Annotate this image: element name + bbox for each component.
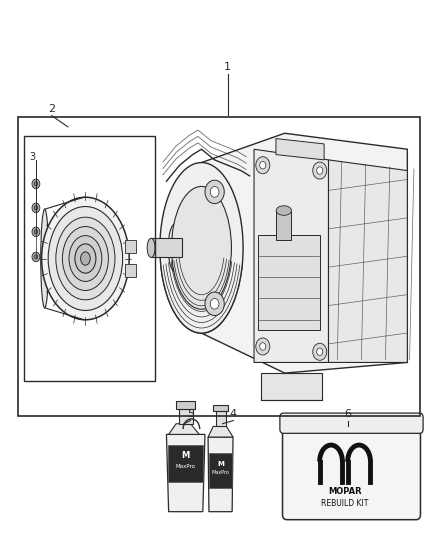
Circle shape bbox=[34, 255, 38, 259]
Circle shape bbox=[313, 343, 327, 360]
Ellipse shape bbox=[172, 187, 231, 309]
Circle shape bbox=[317, 167, 323, 174]
Bar bbox=[276, 211, 291, 240]
Circle shape bbox=[256, 157, 270, 174]
Bar bbox=[125, 240, 136, 253]
Circle shape bbox=[256, 338, 270, 355]
Ellipse shape bbox=[147, 238, 155, 257]
Bar bbox=[179, 409, 193, 424]
Circle shape bbox=[32, 227, 40, 237]
Circle shape bbox=[210, 187, 219, 197]
Circle shape bbox=[32, 203, 40, 213]
Text: MaxPro: MaxPro bbox=[212, 470, 230, 475]
Bar bbox=[151, 238, 182, 257]
Ellipse shape bbox=[276, 206, 292, 215]
Bar bbox=[209, 453, 232, 488]
Circle shape bbox=[260, 161, 266, 169]
Ellipse shape bbox=[160, 163, 243, 333]
Text: MOPAR: MOPAR bbox=[328, 487, 362, 496]
Ellipse shape bbox=[69, 236, 102, 281]
Polygon shape bbox=[166, 434, 205, 512]
Text: REBUILD KIT: REBUILD KIT bbox=[321, 499, 369, 508]
Bar bbox=[168, 445, 203, 482]
FancyBboxPatch shape bbox=[283, 421, 420, 520]
Ellipse shape bbox=[81, 252, 90, 265]
Bar bbox=[213, 405, 228, 411]
Circle shape bbox=[32, 252, 40, 262]
Circle shape bbox=[317, 348, 323, 356]
Ellipse shape bbox=[62, 227, 109, 290]
Polygon shape bbox=[276, 139, 324, 160]
Circle shape bbox=[205, 180, 224, 204]
Bar bbox=[216, 411, 226, 426]
Polygon shape bbox=[254, 149, 328, 362]
Text: 3: 3 bbox=[30, 152, 36, 162]
Text: M: M bbox=[182, 451, 190, 460]
Text: 6: 6 bbox=[345, 409, 352, 419]
Circle shape bbox=[260, 343, 266, 350]
Polygon shape bbox=[261, 373, 322, 400]
Text: M: M bbox=[217, 461, 224, 467]
Bar bbox=[176, 401, 195, 409]
Ellipse shape bbox=[41, 209, 49, 308]
Text: 4: 4 bbox=[230, 409, 237, 419]
Bar bbox=[24, 136, 155, 381]
Polygon shape bbox=[328, 160, 407, 362]
Text: MaxPro: MaxPro bbox=[176, 464, 196, 469]
Circle shape bbox=[34, 206, 38, 210]
Polygon shape bbox=[201, 133, 407, 373]
Text: 1: 1 bbox=[224, 62, 231, 71]
Polygon shape bbox=[169, 424, 199, 434]
Bar bbox=[258, 235, 320, 330]
Circle shape bbox=[210, 298, 219, 309]
Ellipse shape bbox=[168, 224, 182, 272]
Bar bbox=[125, 264, 136, 277]
Circle shape bbox=[32, 179, 40, 189]
Polygon shape bbox=[208, 426, 233, 437]
Circle shape bbox=[313, 162, 327, 179]
Ellipse shape bbox=[75, 244, 96, 273]
FancyBboxPatch shape bbox=[280, 413, 423, 433]
Ellipse shape bbox=[42, 197, 129, 320]
Ellipse shape bbox=[48, 207, 123, 310]
Circle shape bbox=[34, 182, 38, 186]
Circle shape bbox=[205, 292, 224, 316]
Polygon shape bbox=[208, 437, 233, 512]
Ellipse shape bbox=[56, 217, 115, 300]
Text: 5: 5 bbox=[187, 409, 194, 419]
Circle shape bbox=[34, 230, 38, 234]
Bar bbox=[18, 117, 420, 416]
Text: 2: 2 bbox=[48, 104, 55, 114]
